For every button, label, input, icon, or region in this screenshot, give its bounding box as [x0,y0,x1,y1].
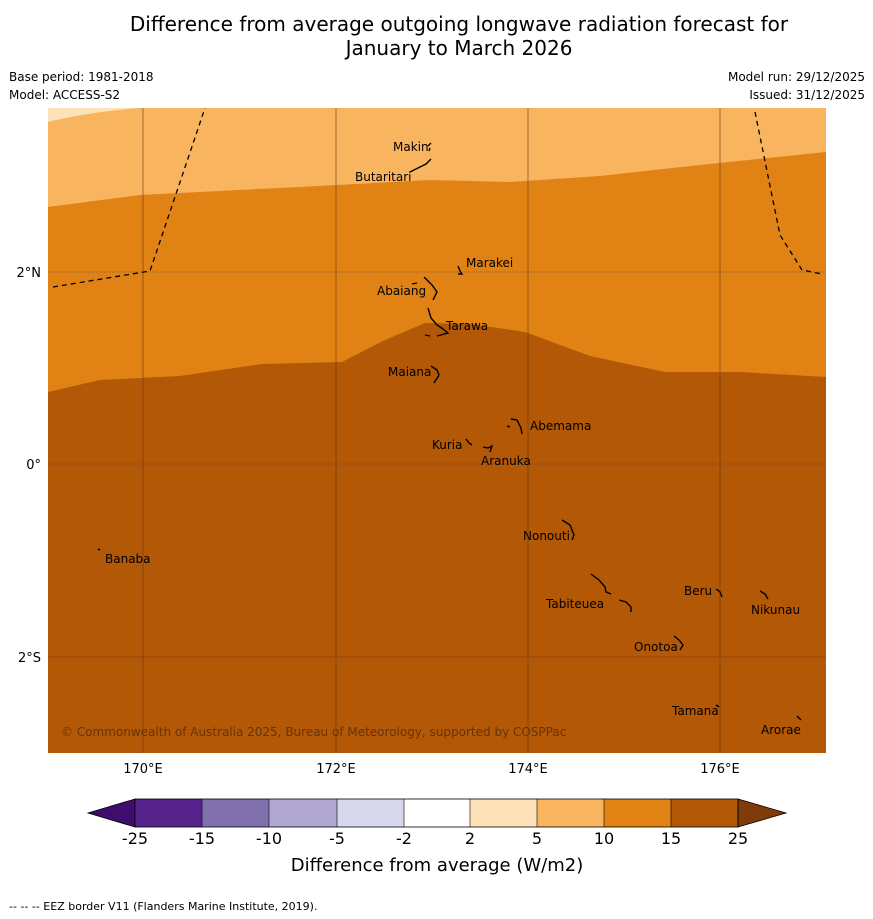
lat-label-0: 0° [26,458,41,473]
island-nonouti [561,519,575,541]
band-15-25 [48,323,826,753]
label-tarawa: Tarawa [445,319,488,333]
label-nikunau: Nikunau [751,603,800,617]
label-arorae: Arorae [761,723,801,737]
place-labels: Makin Butaritari Marakei Abaiang Tarawa … [105,140,801,737]
label-tamana: Tamana [671,704,719,718]
island-abaiang [411,276,438,301]
island-maiana [430,365,440,384]
eez-border-east [754,111,823,275]
colorbar-dividers [201,799,672,827]
island-makin [427,142,432,152]
colorbar-tick: 25 [728,829,748,848]
colorbar-segment [404,799,470,827]
base-period: Base period: 1981-2018 [9,70,154,84]
colorbar-title: Difference from average (W/m2) [291,855,583,876]
colorbar-tick: -10 [256,829,282,848]
label-onotoa: Onotoa [634,640,678,654]
lon-axis: 170°E 172°E 174°E 176°E [123,762,740,777]
island-tabiteuea [590,573,632,612]
colorbar-tick: 15 [661,829,681,848]
label-banaba: Banaba [105,552,151,566]
islands [97,142,802,721]
colorbar-tick: 5 [532,829,542,848]
island-nikunau [759,590,769,600]
model-name: Model: ACCESS-S2 [9,88,121,102]
colorbar-segment [470,799,537,827]
label-abaiang: Abaiang [377,284,426,298]
label-tabiteuea: Tabiteuea [545,597,604,611]
issued-date: Issued: 31/12/2025 [749,88,865,102]
colorbar-segment [135,799,202,827]
colorbar-extend-high [737,798,788,828]
colorbar-tick: -25 [122,829,148,848]
label-abemama: Abemama [530,419,591,433]
colorbar-tick: 2 [465,829,475,848]
colorbar-segment [269,799,337,827]
lon-label-170e: 170°E [123,762,163,777]
copyright-notice: © Commonwealth of Australia 2025, Bureau… [61,725,566,739]
colorbar-tick: -2 [396,829,412,848]
lat-label-2s: 2°S [18,651,41,666]
island-onotoa [673,635,684,651]
map-title: Difference from average outgoing longwav… [0,12,873,60]
colorbar-segment [337,799,404,827]
label-makin: Makin [393,140,429,154]
island-beru [715,588,723,598]
label-maiana: Maiana [388,365,431,379]
colorbar-segment [202,799,269,827]
label-beru: Beru [684,584,712,598]
label-marakei: Marakei [466,256,513,270]
colorbar-segment [671,799,738,827]
island-aranuka [482,444,494,453]
colorbar-tick: -15 [189,829,215,848]
band-2-5 [48,108,140,122]
graticule [48,108,826,753]
island-banaba [97,548,101,551]
colorbar-tick: -5 [329,829,345,848]
eez-borders [52,107,823,288]
colorbar: -25 -15 -10 -5 -2 2 5 10 15 25 Differenc… [86,798,788,876]
colorbar-segment [604,799,671,827]
lat-label-2n: 2°N [17,266,42,281]
island-marakei [457,265,464,275]
title-line-2: January to March 2026 [345,36,573,60]
label-kuria: Kuria [432,438,463,452]
title-line-1: Difference from average outgoing longwav… [129,12,789,36]
island-tarawa [424,307,450,337]
island-kuria [465,438,473,446]
colorbar-segment [537,799,604,827]
colorbar-tick: 10 [594,829,614,848]
colorbar-extend-low [86,798,136,828]
label-butaritari: Butaritari [355,170,412,184]
colorbar-outline [134,798,739,828]
island-tamana [715,704,720,708]
lon-label-176e: 176°E [700,762,740,777]
lon-label-174e: 174°E [508,762,548,777]
model-run: Model run: 29/12/2025 [727,70,865,84]
label-nonouti: Nonouti [523,529,570,543]
lat-axis: 2°N 0° 2°S [17,266,42,666]
label-aranuka: Aranuka [481,454,531,468]
island-abemama [506,418,523,435]
island-butaritari [409,158,432,173]
island-arorae [796,715,802,721]
anomaly-field [48,108,826,753]
lon-label-172e: 172°E [316,762,356,777]
eez-footnote: -- -- -- EEZ border V11 (Flanders Marine… [9,900,318,913]
